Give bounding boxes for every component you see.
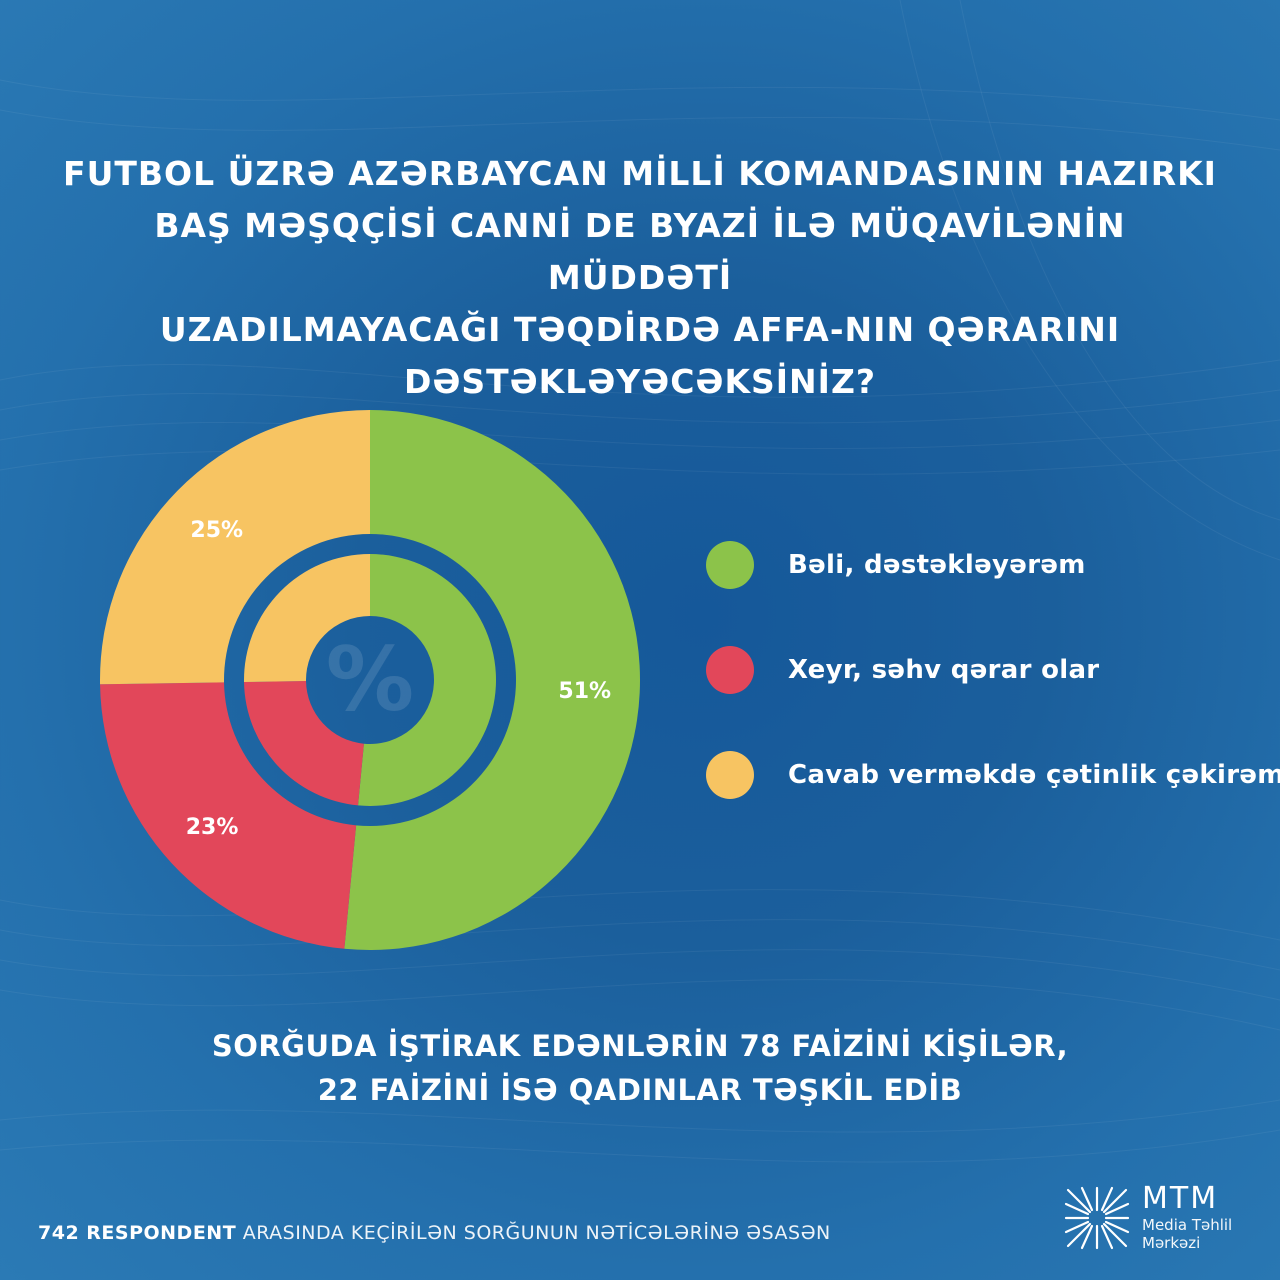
legend-item-undecided: Cavab verməkdə çətinlik çəkirəm (706, 748, 1280, 802)
source-footer: 742 RESPONDENT ARASINDA KEÇİRİLƏN SORĞUN… (38, 1222, 831, 1244)
data-label-no: 23% (186, 815, 239, 840)
outer-slice-yes (344, 410, 641, 950)
legend-label-yes: Bəli, dəstəkləyərəm (788, 550, 1086, 580)
logo-sub-line1: Media Təhlil (1142, 1216, 1233, 1234)
legend-dot-yes (706, 541, 754, 589)
chart-legend: Bəli, dəstəkləyərəm Xeyr, səhv qərar ola… (706, 538, 1280, 853)
title-line: FUTBOL ÜZRƏ AZƏRBAYCAN MİLLİ KOMANDASINI… (63, 154, 1217, 193)
legend-label-no: Xeyr, səhv qərar olar (788, 655, 1100, 685)
inner-slice-no (244, 681, 364, 806)
outer-slice-no (100, 682, 357, 949)
survey-question-title: FUTBOL ÜZRƏ AZƏRBAYCAN MİLLİ KOMANDASINI… (60, 148, 1220, 408)
legend-item-yes: Bəli, dəstəkləyərəm (706, 538, 1280, 592)
respondent-gender-note: SORĞUDA İŞTİRAK EDƏNLƏRİN 78 FAİZİNİ KİŞ… (140, 1024, 1140, 1112)
note-line: 22 FAİZİNİ İSƏ QADINLAR TƏŞKİL EDİB (317, 1073, 963, 1107)
logo-sub-line2: Mərkəzi (1142, 1234, 1201, 1252)
inner-slice-undecided (244, 554, 370, 682)
legend-dot-no (706, 646, 754, 694)
respondent-count: 742 RESPONDENT (38, 1222, 237, 1244)
mtm-logo: MTM Media Təhlil Mərkəzi (1064, 1182, 1254, 1252)
legend-label-undecided: Cavab verməkdə çətinlik çəkirəm (788, 760, 1280, 790)
logo-main-text: MTM (1142, 1181, 1219, 1216)
legend-item-no: Xeyr, səhv qərar olar (706, 643, 1280, 697)
data-label-yes: 51% (558, 679, 611, 704)
title-line: UZADILMAYACAĞI TƏQDİRDƏ AFFA-NIN QƏRARIN… (159, 310, 1121, 349)
donut-chart: % 51% 23% 25% (100, 410, 641, 950)
logo-text: MTM Media Təhlil Mərkəzi (1142, 1181, 1233, 1253)
title-line: DƏSTƏKLƏYƏCƏKSİNİZ? (403, 362, 877, 401)
outer-slice-undecided (100, 410, 370, 685)
center-percent-symbol: % (326, 628, 414, 731)
logo-burst-icon (1064, 1186, 1130, 1250)
legend-dot-undecided (706, 751, 754, 799)
data-label-undecided: 25% (190, 518, 243, 543)
note-line: SORĞUDA İŞTİRAK EDƏNLƏRİN 78 FAİZİNİ KİŞ… (211, 1029, 1069, 1063)
inner-slice-yes (358, 554, 496, 806)
source-text: ARASINDA KEÇİRİLƏN SORĞUNUN NƏTİCƏLƏRİNƏ… (236, 1222, 831, 1244)
title-line: BAŞ MƏŞQÇİSİ CANNİ DE BYAZİ İLƏ MÜQAVİLƏ… (154, 206, 1126, 297)
